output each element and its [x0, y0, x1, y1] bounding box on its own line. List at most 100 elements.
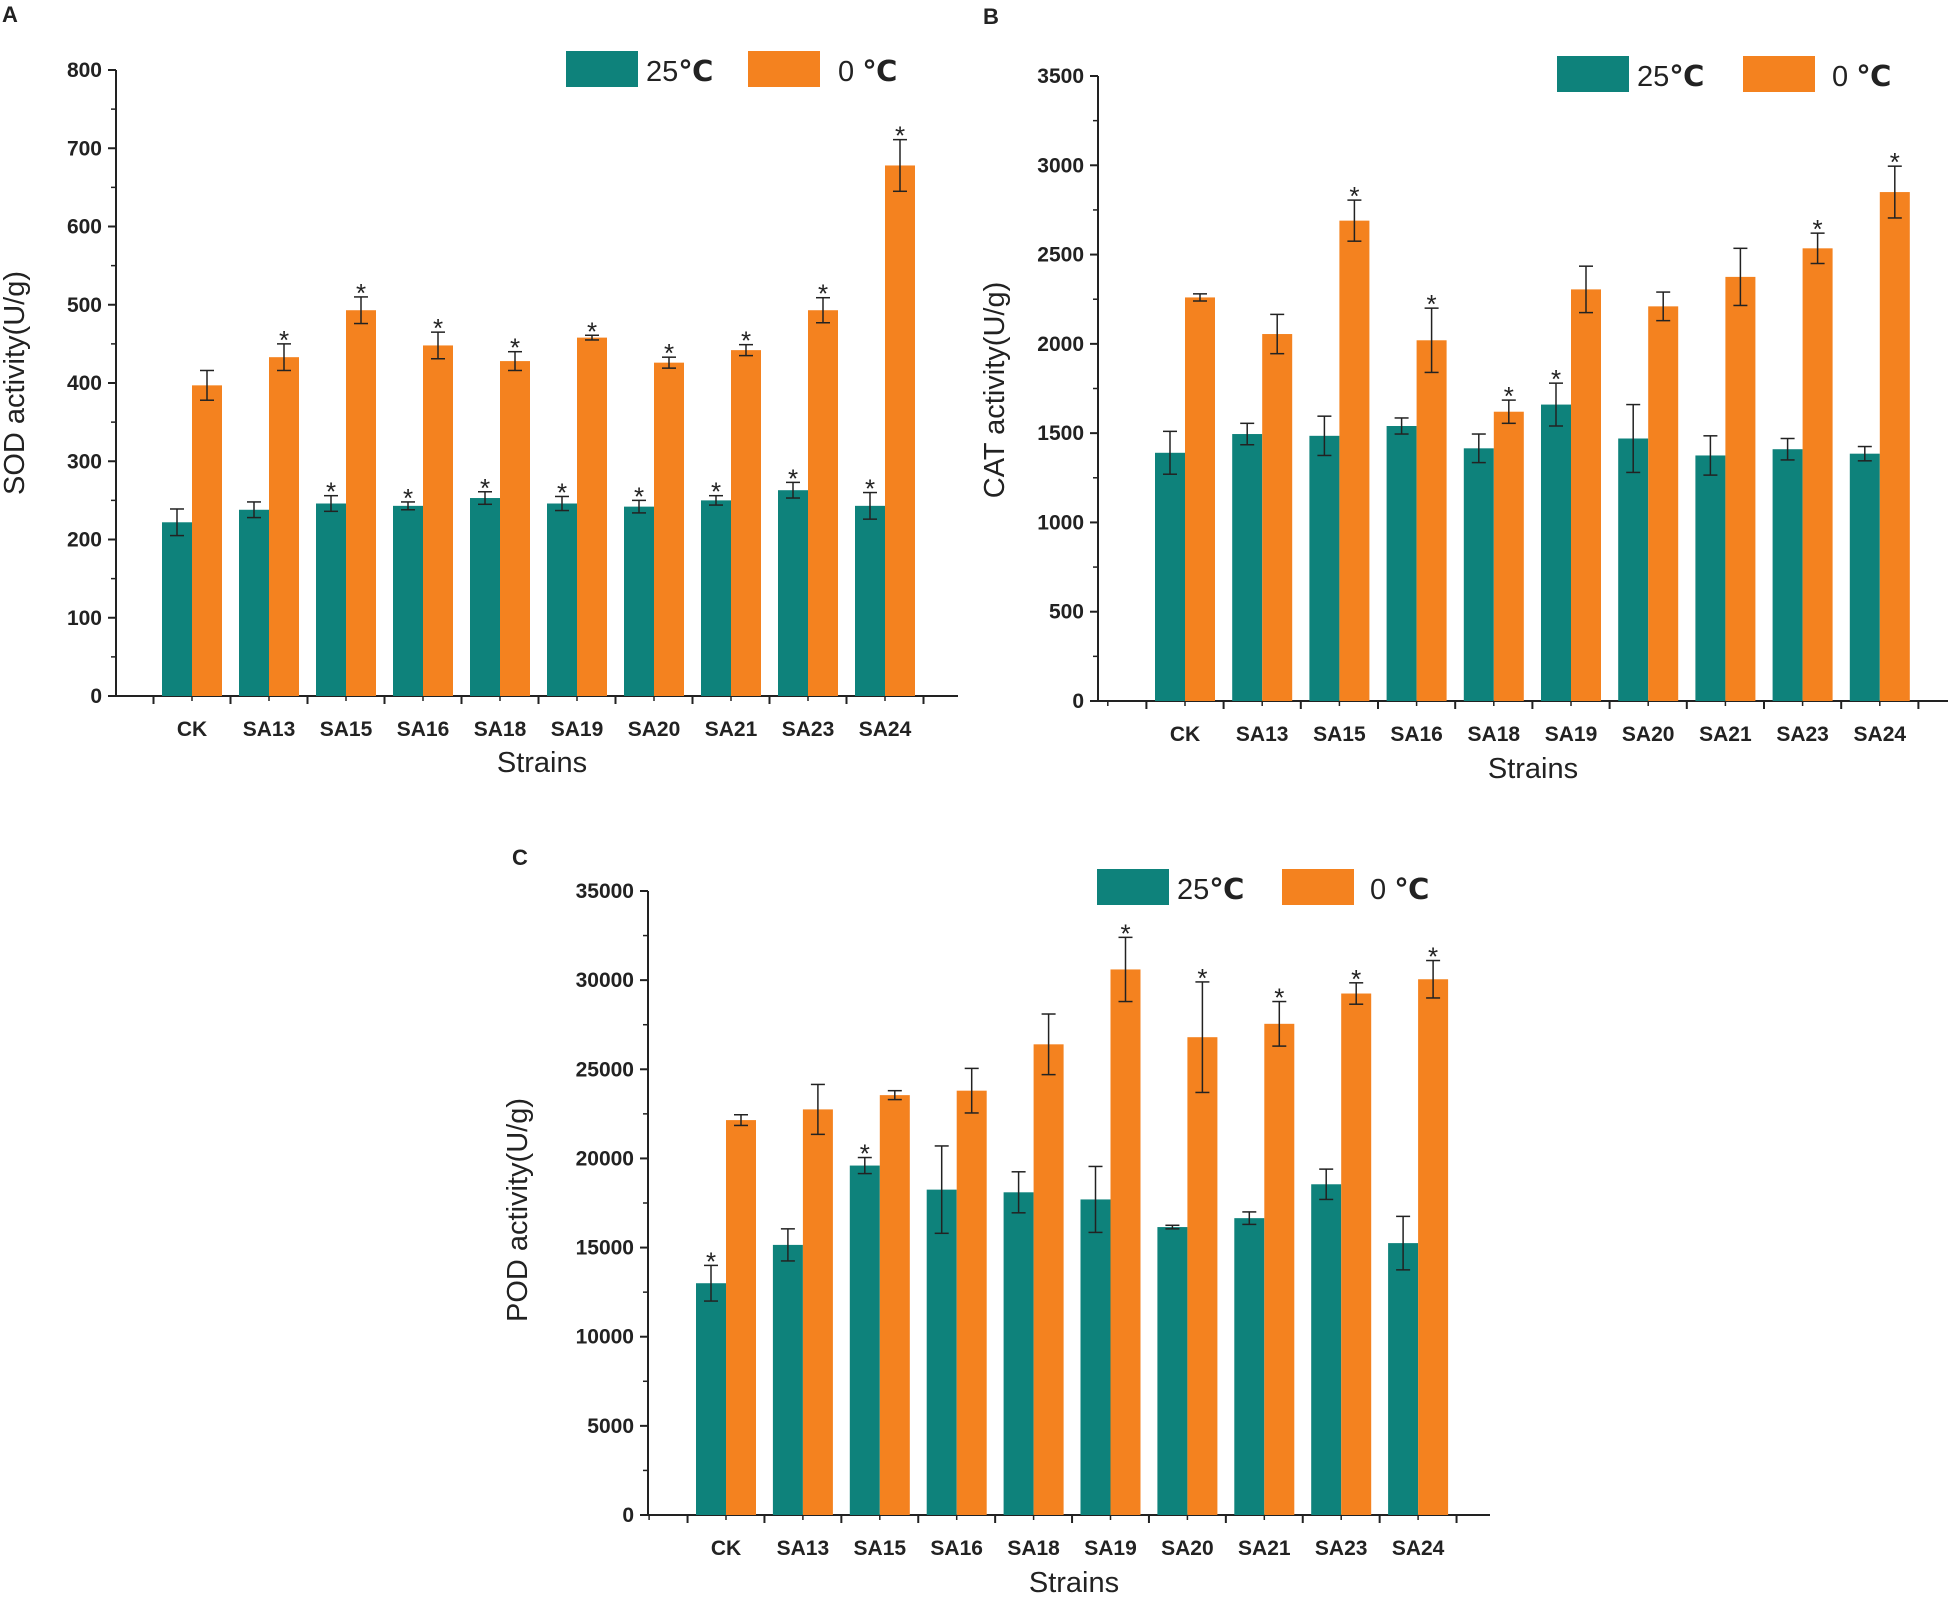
- significance-star: *: [510, 333, 520, 363]
- bar-25c-sa24: [855, 505, 885, 696]
- y-tick-label: 700: [67, 137, 102, 160]
- x-tick-label: SA15: [854, 1537, 907, 1560]
- bar-0c-sa20: [1187, 1037, 1218, 1515]
- significance-star: *: [326, 477, 336, 507]
- bar-25c-sa18: [1003, 1192, 1034, 1515]
- error-bar: [1240, 422, 1255, 446]
- bar-25c-sa24: [1849, 453, 1880, 701]
- y-tick-label: 20000: [576, 1147, 634, 1170]
- error-bar: [662, 356, 676, 369]
- bar-0c-sa21: [731, 350, 761, 696]
- error-bar: [863, 491, 877, 520]
- error-bar: [1193, 293, 1207, 302]
- significance-star: *: [1428, 942, 1438, 972]
- legend: 25℃ 0 ℃: [1097, 869, 1429, 906]
- bar-25c-sa19: [1080, 1199, 1111, 1515]
- bar-25c-sa21: [1234, 1218, 1265, 1515]
- error-bar: [1270, 313, 1285, 355]
- bar-25c-sa15: [316, 503, 346, 696]
- bar-25c-sa16: [926, 1189, 957, 1515]
- x-tick-label: SA18: [1468, 723, 1521, 746]
- bar-0c-ck: [192, 385, 222, 696]
- legend-swatch-25c: [1097, 869, 1169, 905]
- bar-0c-sa18: [500, 361, 530, 696]
- legend-swatch-25c: [566, 51, 638, 87]
- error-bar: [354, 296, 368, 325]
- bar-0c-sa13: [269, 357, 299, 696]
- x-tick-label: SA16: [397, 718, 450, 741]
- error-bar: [1424, 307, 1439, 374]
- error-bar: [1396, 1215, 1411, 1271]
- legend-label-0c: 0 ℃: [838, 56, 897, 88]
- error-bar: [247, 501, 261, 519]
- bar-25c-sa20: [1618, 438, 1649, 701]
- error-bar: [1501, 399, 1516, 425]
- error-bar: [508, 350, 522, 372]
- error-bar: [734, 1113, 748, 1127]
- x-tick-label: SA15: [320, 718, 373, 741]
- significance-star: *: [664, 338, 674, 368]
- bar-25c-sa23: [1772, 449, 1803, 701]
- x-tick-label: SA20: [628, 718, 681, 741]
- error-bar: [585, 334, 599, 341]
- x-tick-label: SA13: [243, 718, 296, 741]
- x-tick-label: SA13: [1236, 723, 1289, 746]
- error-bar: [816, 296, 830, 324]
- bar-25c-sa13: [1232, 434, 1263, 701]
- bar-0c-sa13: [802, 1109, 833, 1515]
- y-tick-label: 25000: [576, 1058, 634, 1081]
- bar-0c-sa16: [956, 1090, 987, 1515]
- legend-swatch-0c: [748, 51, 820, 87]
- x-tick-label: CK: [1170, 723, 1200, 746]
- y-tick-label: 3000: [1037, 154, 1084, 177]
- bar-0c-sa18: [1493, 411, 1524, 701]
- panel-b: B 25℃ 0 ℃ Strains CAT activity(U/g) 0 500…: [979, 4, 1948, 785]
- x-tick-label: SA21: [705, 718, 758, 741]
- y-axis-title: CAT activity(U/g): [979, 282, 1011, 498]
- panel-label: A: [2, 2, 18, 27]
- error-bar: [1163, 430, 1177, 475]
- bar-25c-sa13: [239, 509, 269, 696]
- bar-0c-sa24: [1879, 192, 1910, 702]
- bar-0c-sa20: [1648, 306, 1679, 701]
- error-bar: [1088, 1165, 1103, 1234]
- error-bar: [478, 491, 492, 506]
- error-bar: [1317, 415, 1332, 457]
- significance-star: *: [356, 278, 366, 308]
- error-bar: [1349, 982, 1364, 1005]
- bar-0c-sa20: [654, 362, 684, 696]
- significance-star: *: [279, 325, 289, 355]
- x-tick-label: SA19: [1084, 1537, 1137, 1560]
- error-bar: [780, 1228, 795, 1262]
- error-bar: [1549, 382, 1563, 427]
- significance-star: *: [480, 473, 490, 503]
- bar-0c-sa19: [577, 337, 607, 696]
- significance-star: *: [860, 1139, 870, 1169]
- y-tick-label: 600: [67, 216, 102, 239]
- legend-swatch-0c: [1282, 869, 1354, 905]
- bar-0c-sa21: [1725, 276, 1756, 701]
- y-tick-label: 100: [67, 607, 102, 630]
- x-tick-label: SA24: [859, 718, 912, 741]
- bar-0c-sa23: [1341, 993, 1372, 1515]
- significance-star: *: [1197, 963, 1207, 993]
- error-bar: [1242, 1211, 1257, 1226]
- significance-star: *: [1890, 147, 1900, 177]
- panel-label: B: [983, 4, 999, 29]
- legend-label-25c: 25℃: [646, 56, 713, 88]
- bar-25c-sa23: [778, 490, 808, 696]
- error-bar: [857, 1156, 872, 1175]
- x-axis-title: Strains: [1488, 753, 1578, 785]
- significance-star: *: [1120, 918, 1130, 948]
- significance-star: *: [433, 313, 443, 343]
- error-bar: [1394, 417, 1409, 435]
- y-axis-title: SOD activity(U/g): [0, 271, 31, 495]
- bar-25c-ck: [1155, 452, 1185, 701]
- error-bar: [1195, 981, 1210, 1094]
- legend: 25℃ 0 ℃: [566, 51, 897, 88]
- x-tick-label: SA15: [1313, 723, 1366, 746]
- y-tick-label: 1000: [1037, 511, 1084, 534]
- error-bar: [1887, 165, 1902, 219]
- y-tick-label: 0: [622, 1504, 634, 1527]
